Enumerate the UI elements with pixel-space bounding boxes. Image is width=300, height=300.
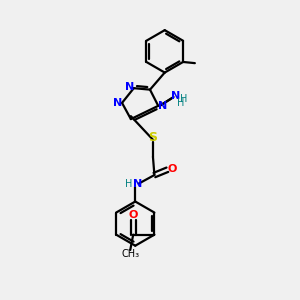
Text: N: N xyxy=(125,82,134,92)
Text: N: N xyxy=(113,98,122,108)
Text: S: S xyxy=(148,131,158,144)
Text: N: N xyxy=(171,91,181,100)
Text: CH₃: CH₃ xyxy=(121,249,139,260)
Text: H: H xyxy=(177,98,184,109)
Text: H: H xyxy=(180,94,187,104)
Text: O: O xyxy=(167,164,177,174)
Text: O: O xyxy=(128,210,138,220)
Text: H: H xyxy=(125,179,133,189)
Text: N: N xyxy=(133,179,142,189)
Text: N: N xyxy=(158,101,167,111)
